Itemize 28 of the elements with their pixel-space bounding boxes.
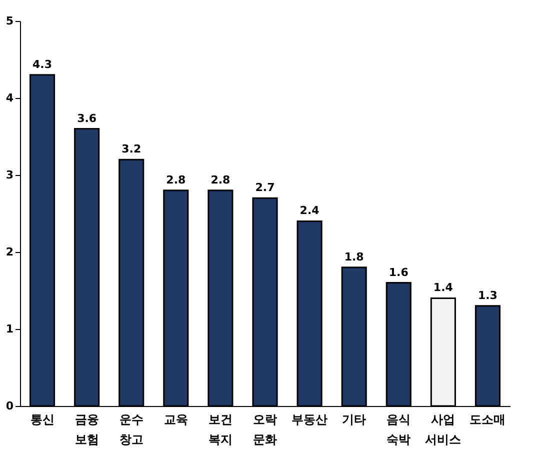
data-label: 1.4 bbox=[433, 281, 454, 294]
y-tick-label: 2 bbox=[6, 246, 14, 258]
data-label: 3.6 bbox=[77, 112, 97, 125]
y-tick-label: 5 bbox=[6, 14, 14, 28]
x-tick-label: 기타 bbox=[342, 412, 366, 426]
x-tick-label: 운수 창고 bbox=[119, 412, 144, 446]
y-tick-label: 4 bbox=[6, 92, 14, 104]
data-label: 1.3 bbox=[478, 288, 498, 302]
x-tick-label: 사업 서비스 bbox=[425, 412, 462, 446]
x-tick-label: 음식 숙박 bbox=[386, 412, 411, 446]
data-label: 2.7 bbox=[255, 181, 275, 194]
x-tick-label: 보건 복지 bbox=[208, 412, 232, 446]
y-tick-label: 0 bbox=[6, 400, 14, 412]
x-tick-label: 금융 보험 bbox=[74, 412, 99, 446]
y-tick-label: 3 bbox=[6, 168, 14, 182]
data-label: 3.2 bbox=[122, 142, 142, 156]
x-tick-label: 도소매 bbox=[470, 412, 506, 426]
data-label: 2.8 bbox=[210, 173, 230, 186]
data-label: 1.6 bbox=[388, 266, 409, 279]
data-label: 4.3 bbox=[32, 58, 52, 71]
y-tick-label: 1 bbox=[6, 322, 14, 336]
data-label: 2.8 bbox=[166, 173, 186, 186]
x-tick-label: 부동산 bbox=[292, 412, 328, 426]
data-label: 1.8 bbox=[344, 250, 364, 264]
x-tick-label: 통신 bbox=[30, 412, 54, 426]
data-label: 2.4 bbox=[300, 204, 320, 218]
x-tick-label: 교육 bbox=[164, 412, 188, 426]
x-tick-label: 오락 문화 bbox=[253, 412, 277, 446]
